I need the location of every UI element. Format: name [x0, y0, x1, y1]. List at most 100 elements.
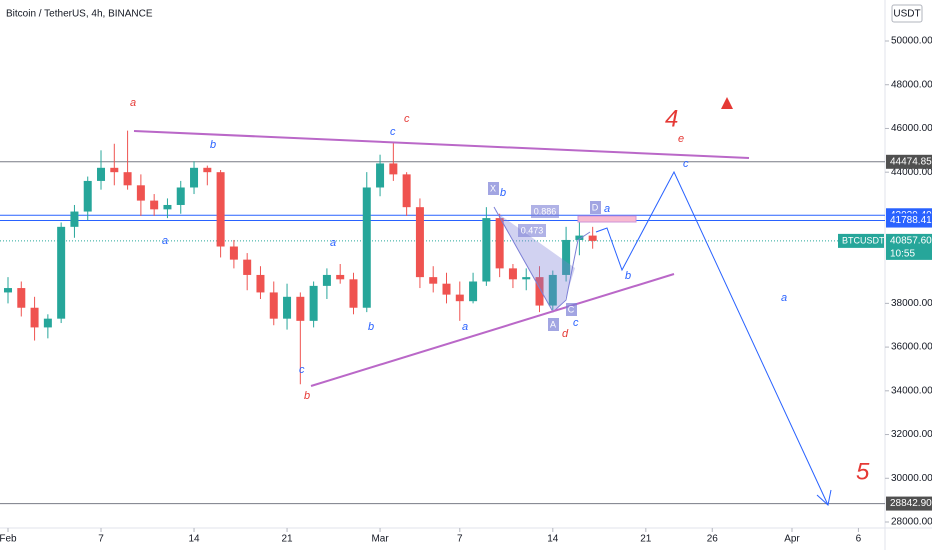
wave-label: a [462, 321, 468, 333]
harmonic-pattern [494, 207, 575, 312]
candle-body [203, 167, 212, 173]
candle-body [376, 163, 385, 188]
wave-label: d [562, 328, 569, 340]
projection-path [595, 170, 829, 506]
y-tick-label: 32000.00 [891, 429, 932, 440]
price-label-box [886, 154, 932, 169]
wave-label: c [683, 158, 689, 170]
countdown: 10:55 [890, 249, 915, 260]
candle-body [575, 235, 584, 240]
point-label: A [550, 319, 556, 329]
candle-body [588, 235, 597, 241]
x-tick-label: Mar [371, 534, 389, 545]
candle-body [57, 226, 66, 319]
ratio-box [531, 205, 559, 218]
candle-body [97, 167, 106, 181]
candle-body [469, 281, 478, 302]
wave-label: b [210, 139, 216, 151]
candle-body [256, 274, 265, 293]
wave-label: a [130, 97, 136, 109]
point-label: C [568, 304, 575, 314]
currency-box[interactable] [891, 4, 923, 23]
candle-body [70, 211, 79, 227]
ratio-label: 0.473 [521, 225, 544, 235]
chart-title: Bitcoin / TetherUS, 4h, BINANCE [6, 9, 153, 20]
candle-body [150, 200, 159, 210]
candle-body [562, 239, 571, 275]
warning-icon[interactable] [721, 97, 733, 109]
candle-body [110, 167, 119, 173]
candle-body [402, 174, 411, 208]
point-box [548, 318, 559, 331]
candle-body [522, 277, 531, 280]
point-label: X [490, 183, 496, 193]
currency[interactable]: USDT [893, 9, 920, 20]
candle-body [190, 167, 199, 188]
candle-body [336, 274, 345, 280]
wave-label: a [604, 203, 610, 215]
candle-body [362, 187, 371, 308]
y-tick-label: 28000.00 [891, 517, 932, 528]
candle-body [389, 163, 398, 175]
candle-body [442, 283, 451, 295]
candle-body [455, 294, 464, 302]
x-tick-label: 7 [98, 534, 104, 545]
candle-body [4, 288, 12, 293]
candle-body [283, 296, 292, 319]
x-tick-label: 21 [281, 534, 293, 545]
candle-body [495, 218, 504, 269]
x-tick-label: 14 [188, 534, 200, 545]
candle-body [296, 296, 305, 321]
y-tick-label: 38000.00 [891, 298, 932, 309]
candle-body [163, 204, 172, 210]
candle-body [349, 279, 358, 308]
wave-label: b [304, 390, 310, 402]
candle-body [309, 285, 318, 321]
candle-body [322, 274, 331, 286]
candle-body [548, 274, 557, 306]
wave-label: c [404, 113, 410, 125]
x-tick-label: Feb [0, 534, 17, 545]
wave-label: b [368, 321, 374, 333]
candle-body [176, 187, 185, 205]
price-label: 44474.85 [890, 156, 932, 167]
ratio-box [518, 224, 546, 237]
wave-label: a [330, 237, 336, 249]
candle-body [243, 259, 252, 275]
candle-body [229, 246, 238, 260]
candle-body [415, 207, 424, 278]
y-tick-label: 48000.00 [891, 79, 932, 90]
price-label-box [886, 213, 932, 228]
point-label: D [592, 202, 599, 212]
wave-label: a [162, 235, 168, 247]
candle-body [535, 277, 544, 306]
trendline-lower [310, 273, 675, 387]
candle-body [482, 218, 491, 282]
x-tick-label: 21 [640, 534, 652, 545]
harmonic-outline [493, 206, 591, 313]
point-box [566, 303, 577, 316]
candle-body [123, 172, 132, 186]
wave-label: c [390, 126, 396, 138]
price-label: 41788.41 [890, 215, 932, 226]
last-price-label: 40857.60 [890, 236, 932, 247]
candle-body [508, 268, 517, 280]
candle-body [429, 277, 438, 284]
x-tick-label: 7 [457, 534, 463, 545]
candle-body [30, 307, 39, 328]
x-tick-label: 26 [707, 534, 719, 545]
x-tick-label: 14 [547, 534, 559, 545]
candle-body [216, 172, 225, 247]
y-tick-label: 30000.00 [891, 473, 932, 484]
last-price-box [886, 233, 932, 260]
candle-body [83, 180, 92, 212]
y-tick-label: 50000.00 [891, 36, 932, 47]
price-label-box [886, 496, 932, 511]
wave-label: c [299, 364, 305, 376]
ratio-label: 0.886 [534, 206, 557, 216]
y-tick-label: 46000.00 [891, 123, 932, 134]
price-label: 28842.90 [890, 498, 932, 509]
y-tick-label: 36000.00 [891, 342, 932, 353]
